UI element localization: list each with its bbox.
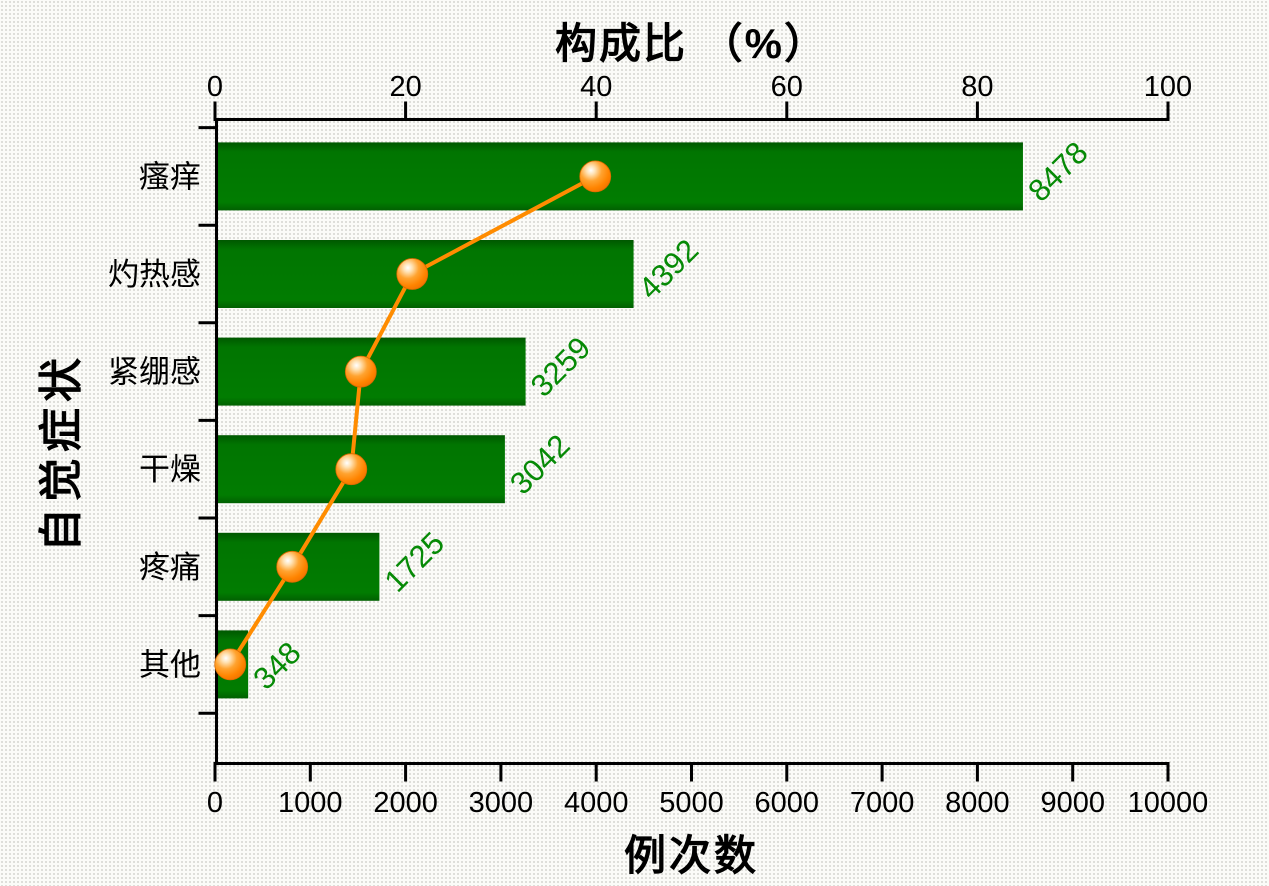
bar-瘙痒 — [215, 142, 1023, 211]
percentage-line — [228, 174, 598, 667]
category-label-紧绷感: 紧绷感 — [108, 355, 201, 390]
bottom-axis-title: 例次数 — [623, 832, 759, 879]
percentage-marker-瘙痒 — [579, 160, 612, 193]
bar-value-label: 3259 — [524, 330, 598, 404]
bar-value-label: 3042 — [503, 428, 577, 502]
bar-value-label: 1725 — [378, 525, 452, 599]
bottom-axis-tick-label: 1000 — [278, 787, 343, 819]
top-axis-tick-label: 100 — [1144, 71, 1192, 103]
top-axis-tick-label: 20 — [389, 71, 421, 103]
top-axis-title: 构成比 （%） — [554, 20, 828, 67]
category-label-干燥: 干燥 — [139, 452, 201, 487]
top-axis-tick-label: 40 — [580, 71, 612, 103]
bar-value-label: 8478 — [1021, 135, 1095, 209]
percentage-marker-疼痛 — [276, 550, 309, 583]
category-label-灼热感: 灼热感 — [108, 257, 201, 292]
category-label-其他: 其他 — [139, 647, 201, 682]
bottom-axis-tick-label: 9000 — [1040, 787, 1105, 819]
bottom-axis-tick-label: 6000 — [755, 787, 820, 819]
top-axis-tick-label: 60 — [771, 71, 803, 103]
bottom-axis-tick-label: 0 — [207, 787, 223, 819]
percentage-marker-干燥 — [335, 453, 368, 486]
bar-value-label: 4392 — [632, 232, 706, 306]
percentage-marker-其他 — [214, 648, 247, 681]
bottom-axis-tick-label: 8000 — [945, 787, 1010, 819]
bottom-axis-tick-label: 4000 — [564, 787, 629, 819]
left-axis-title: 自觉症状 — [37, 352, 86, 552]
bar-value-label: 348 — [246, 635, 307, 696]
bottom-axis-tick-label: 7000 — [850, 787, 915, 819]
top-axis-tick-label: 0 — [207, 71, 223, 103]
category-label-疼痛: 疼痛 — [139, 550, 201, 585]
bottom-axis-tick-label: 2000 — [373, 787, 438, 819]
category-label-瘙痒: 瘙痒 — [139, 159, 201, 194]
bottom-axis-tick-label: 10000 — [1128, 787, 1209, 819]
percentage-marker-紧绷感 — [344, 355, 377, 388]
top-axis-tick-label: 80 — [961, 71, 993, 103]
percentage-marker-灼热感 — [396, 258, 429, 290]
bottom-axis-tick-label: 3000 — [469, 787, 534, 819]
bottom-axis-tick-label: 5000 — [659, 787, 724, 819]
